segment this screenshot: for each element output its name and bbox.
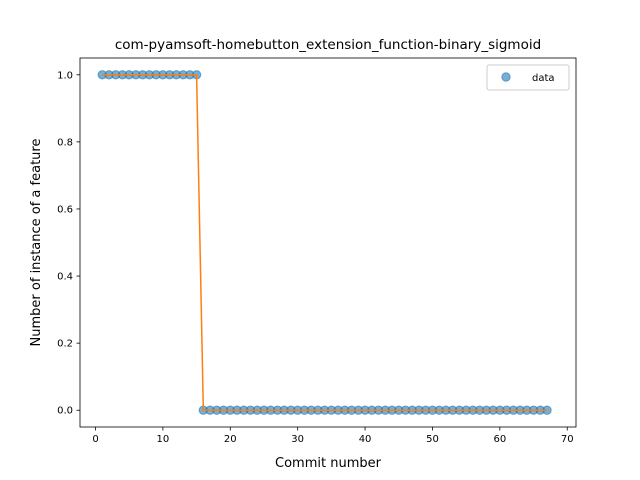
y-axis: 0.0 0.2 0.4 0.6 0.8 1.0 [57, 70, 80, 417]
x-tick-label: 40 [359, 434, 372, 445]
plot-frame [79, 57, 577, 428]
y-tick-label: 0.8 [57, 137, 73, 148]
x-axis-label: Commit number [275, 456, 382, 471]
legend-box [486, 64, 570, 91]
y-tick-label: 1.0 [57, 70, 73, 81]
y-tick-label: 0.2 [57, 339, 73, 350]
x-axis: 0 10 20 30 40 50 60 70 [92, 427, 574, 445]
x-tick-label: 50 [426, 434, 439, 445]
x-tick-label: 20 [224, 434, 237, 445]
plot-area [97, 70, 552, 415]
x-tick-label: 10 [157, 434, 170, 445]
y-tick-label: 0.0 [57, 406, 73, 417]
legend: data [486, 64, 570, 91]
chart-title: com-pyamsoft-homebutton_extension_functi… [115, 37, 541, 53]
legend-label-data: data [532, 73, 555, 84]
y-tick-label: 0.6 [57, 204, 73, 215]
legend-marker-data [501, 72, 511, 82]
x-tick-label: 70 [561, 434, 574, 445]
y-tick-label: 0.4 [57, 272, 73, 283]
fit-line [102, 74, 548, 411]
x-tick-label: 30 [291, 434, 304, 445]
y-axis-label: Number of instance of a feature [29, 139, 44, 347]
x-tick-label: 60 [493, 434, 506, 445]
x-tick-label: 0 [92, 434, 98, 445]
